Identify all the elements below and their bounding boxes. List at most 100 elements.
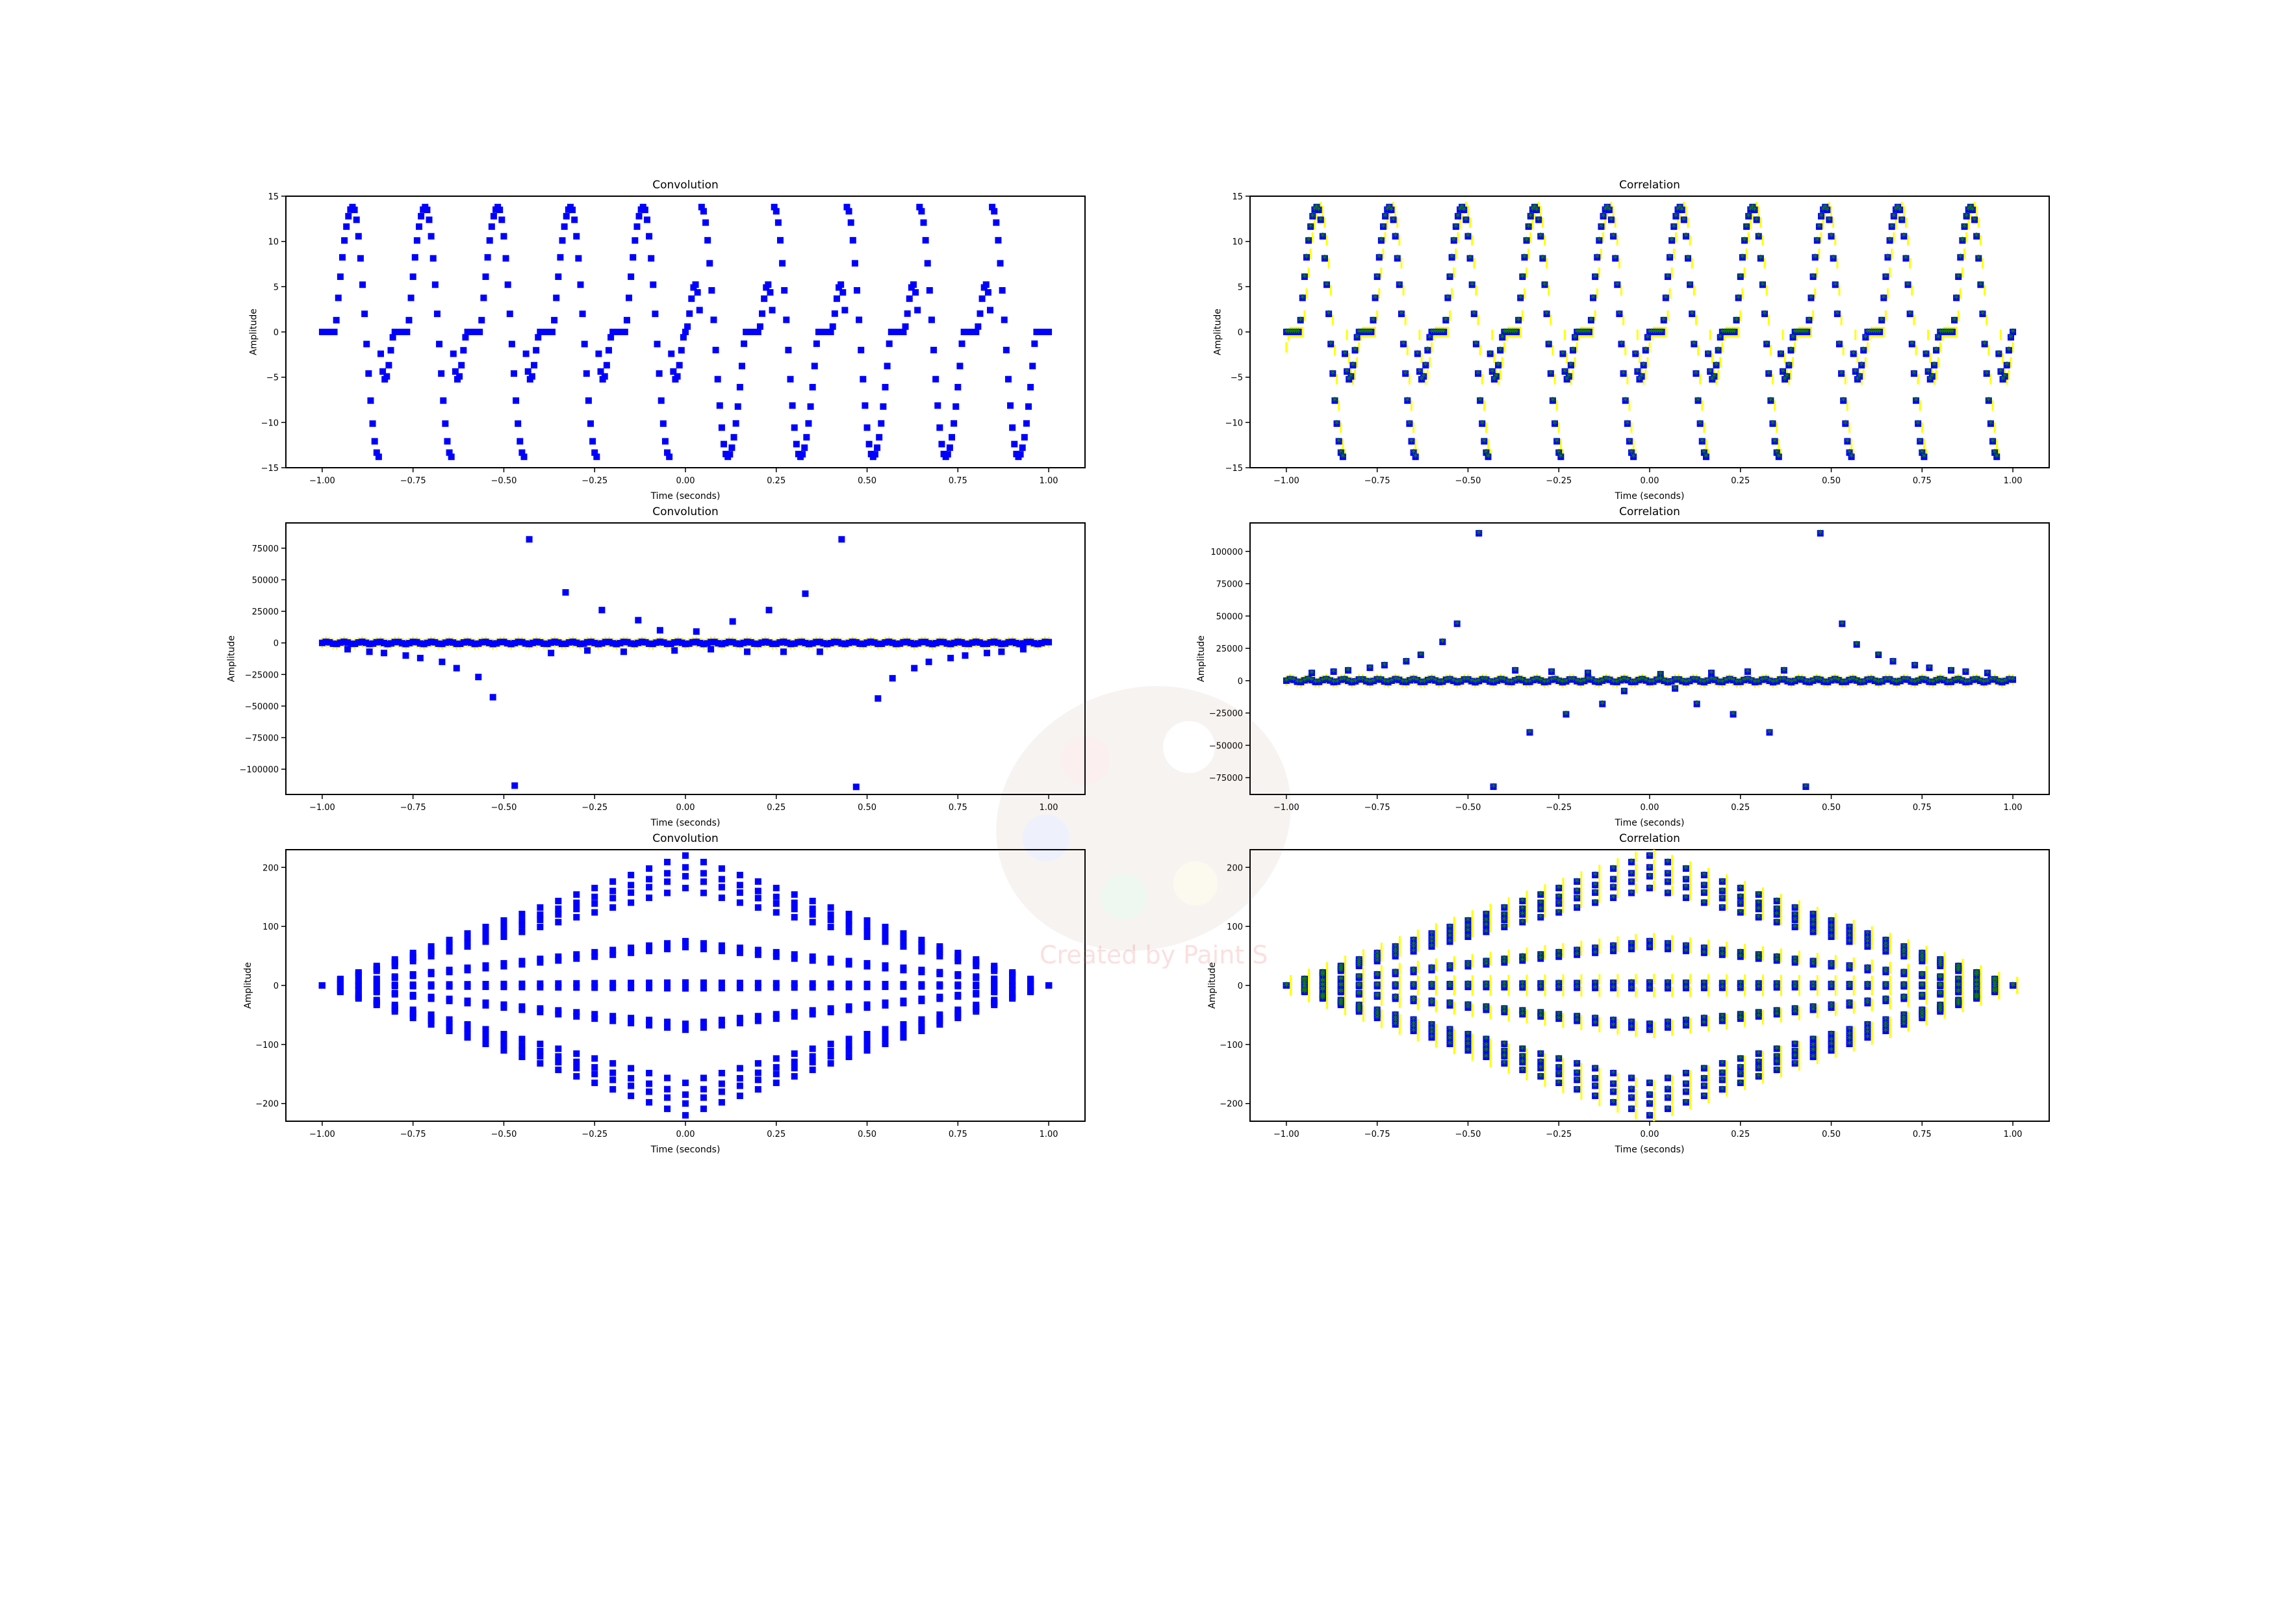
- data-point-162: [1871, 678, 1878, 685]
- data-point-316: *: [1921, 451, 1927, 463]
- data-point-439: *: [1810, 1033, 1816, 1045]
- x-tick-label: −0.50: [491, 803, 517, 813]
- data-point-360: *: [1865, 995, 1871, 1008]
- data-point-99: [518, 449, 526, 456]
- data-point-407: [1973, 986, 1980, 993]
- data-point-182: *: [1945, 676, 1950, 689]
- data-point-322: [1919, 983, 1926, 990]
- data-point-502: [1464, 1041, 1472, 1048]
- data-point-35: [1353, 334, 1361, 341]
- data-point-99: [1592, 889, 1599, 896]
- data-point-416: [1392, 1011, 1399, 1018]
- data-point-326: *: [1941, 326, 1947, 338]
- data-point-512: [1646, 1100, 1653, 1107]
- data-point-151: [1587, 316, 1594, 324]
- data-point-19: [357, 255, 364, 262]
- data-point-30: [428, 639, 435, 646]
- data-point-183: *: [1653, 326, 1659, 338]
- data-point-313: [1755, 984, 1762, 991]
- data-point-41: *: [1366, 326, 1372, 338]
- data-point-219: *: [1538, 953, 1544, 965]
- data-point-2: *: [1288, 326, 1294, 338]
- data-point-343: [1555, 1011, 1563, 1018]
- data-point-255: *: [1798, 326, 1804, 338]
- data-point-121: [563, 212, 570, 220]
- data-point-45: *: [1447, 674, 1453, 686]
- data-point-435: *: [1738, 1052, 1744, 1065]
- data-point-208: [738, 362, 745, 370]
- data-point-250: *: [1357, 979, 1362, 991]
- data-point-245: [813, 340, 820, 348]
- data-point-546: [555, 1066, 562, 1073]
- data-point-326: [977, 310, 984, 317]
- data-point-70: [1424, 347, 1431, 354]
- data-point-159: [1937, 963, 1944, 970]
- data-point-o15: [584, 647, 591, 654]
- data-point-102: *: [1654, 674, 1660, 686]
- data-point-150: [809, 919, 816, 926]
- data-point-99: *: [1592, 887, 1598, 899]
- data-point-134: *: [1483, 926, 1489, 939]
- data-point-110: [827, 917, 834, 924]
- data-point-188: [1966, 678, 1973, 685]
- y-tick-label: −50000: [245, 702, 279, 712]
- data-point-81: [1577, 679, 1584, 686]
- data-point-410: *: [1284, 980, 1290, 992]
- data-point-320: *: [1883, 981, 1889, 993]
- data-point-47: [1453, 679, 1461, 686]
- data-point-63: *: [1513, 674, 1518, 687]
- data-point-303: [1574, 984, 1581, 991]
- data-point-114: *: [1698, 676, 1704, 688]
- data-point-100: *: [1611, 882, 1616, 894]
- data-point-121: *: [1723, 674, 1729, 687]
- data-point-10: *: [1320, 674, 1326, 687]
- data-point-73: [900, 935, 907, 942]
- data-point-356: [827, 1005, 834, 1012]
- data-point-541: [1428, 1034, 1435, 1041]
- data-point-13: *: [1310, 210, 1316, 223]
- data-point-474: [1700, 1074, 1707, 1082]
- data-point-289: *: [1320, 980, 1326, 992]
- data-point-217: *: [1501, 957, 1507, 969]
- data-point-194: *: [1828, 958, 1834, 970]
- data-point-332: [1953, 294, 1960, 301]
- data-point-375: [1392, 995, 1399, 1002]
- data-point-126: [1741, 676, 1748, 683]
- data-point-151: *: [1589, 314, 1594, 327]
- data-point-50: [500, 639, 507, 646]
- data-point-55: [573, 899, 580, 906]
- data-point-216: [1483, 961, 1490, 968]
- data-point-12: [343, 223, 350, 230]
- data-point-136: [593, 453, 600, 461]
- data-point-15: [1337, 676, 1344, 683]
- data-point-19: *: [1353, 676, 1359, 688]
- data-point-165: [918, 639, 925, 646]
- data-point-304: [1897, 207, 1904, 214]
- data-point-356: *: [1792, 1002, 1798, 1015]
- y-tick-label: −15: [1225, 464, 1243, 474]
- data-point-177: *: [1520, 951, 1526, 963]
- data-point-62: *: [1665, 867, 1671, 880]
- x-tick-label: 0.50: [1822, 803, 1841, 813]
- data-point-27: [809, 898, 816, 905]
- data-point-405: *: [1937, 989, 1943, 1001]
- data-point-310: [736, 984, 743, 991]
- data-point-142: [1628, 889, 1635, 896]
- data-point-77: *: [1439, 326, 1445, 338]
- data-point-54: [1392, 233, 1399, 240]
- data-point-162: *: [1611, 231, 1616, 243]
- data-point-373: [1355, 991, 1362, 998]
- data-point-156: *: [1850, 673, 1856, 685]
- data-point-153: [1828, 933, 1835, 941]
- data-point-128: [1748, 677, 1755, 684]
- data-point-88: *: [1461, 204, 1467, 216]
- data-point-418: *: [1429, 1019, 1435, 1031]
- data-point-110: *: [1505, 326, 1511, 338]
- data-point-52: *: [1483, 915, 1489, 927]
- data-point-292: [409, 983, 416, 990]
- data-point-165: *: [1883, 674, 1889, 686]
- data-point-242: [1771, 438, 1778, 445]
- data-point-98: [1639, 676, 1646, 683]
- data-point-175: *: [1637, 374, 1642, 386]
